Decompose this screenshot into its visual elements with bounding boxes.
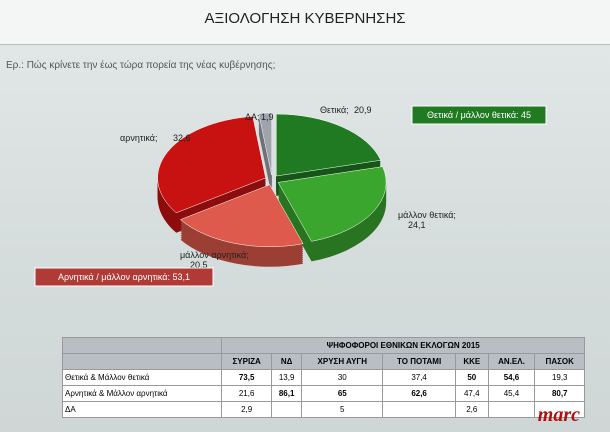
annotation-box xyxy=(411,105,547,125)
cell: 86,1 xyxy=(270,385,303,402)
title-bar: ΑΞΙΟΛΟΓΗΣΗ ΚΥΒΕΡΝΗΣΗΣ xyxy=(0,0,610,45)
cell: 65 xyxy=(301,385,384,402)
cell: Αρνητικά & Μάλλον αρνητικά xyxy=(61,385,223,402)
cell: 73,5 xyxy=(221,369,272,386)
title: ΑΞΙΟΛΟΓΗΣΗ ΚΥΒΕΡΝΗΣΗΣ xyxy=(204,10,406,27)
slice-label: αρνητικά; xyxy=(120,133,157,143)
slice-value: 1,9 xyxy=(261,112,274,122)
cell: 19,3 xyxy=(534,369,585,386)
cell xyxy=(270,401,303,418)
slice-label: Θετικά; xyxy=(320,105,349,115)
cell: ΤΟ ΠΟΤΑΜΙ xyxy=(382,353,457,370)
logo: marc xyxy=(537,404,580,426)
slice-label: ΔΑ; xyxy=(245,112,260,122)
cell xyxy=(61,353,223,370)
cell: 37,4 xyxy=(382,369,457,386)
cell xyxy=(61,337,223,354)
row: ΨΗΦΟΦΟΡΟΙ ΕΘΝΙΚΩΝ ΕΚΛΟΓΩΝ 2015 xyxy=(61,337,585,354)
cell: ΔΑ xyxy=(61,401,223,418)
cell xyxy=(382,401,457,418)
annotation-box xyxy=(34,267,214,287)
cell: 5 xyxy=(301,401,384,418)
cell xyxy=(534,401,585,418)
cell: ΧΡΥΣΗ ΑΥΓΗ xyxy=(301,353,384,370)
cell: 2,9 xyxy=(221,401,272,418)
cell: 54,6 xyxy=(487,369,536,386)
cell: 30 xyxy=(301,369,384,386)
row: ΔΑ 2,9 5 2,6 xyxy=(61,401,585,418)
slice-value: 20,5 xyxy=(190,260,208,270)
annotation: Αρνητικά / μάλλον αρνητικά: 53,1 xyxy=(58,272,190,282)
cell: ΨΗΦΟΦΟΡΟΙ ΕΘΝΙΚΩΝ ΕΚΛΟΓΩΝ 2015 xyxy=(221,337,585,354)
slice xyxy=(157,116,266,214)
cell: 13,9 xyxy=(270,369,303,386)
cell: ΝΔ xyxy=(270,353,303,370)
cell: 50 xyxy=(455,369,489,386)
slice-value: 24,1 xyxy=(408,220,426,230)
cell: 21,6 xyxy=(221,385,272,402)
row: ΣΥΡΙΖΑ ΝΔ ΧΡΥΣΗ ΑΥΓΗ ΤΟ ΠΟΤΑΜΙ ΚΚΕ ΑΝ.ΕΛ. ΠΑΣΟ… xyxy=(61,353,585,370)
table: ΨΗΦΟΦΟΡΟΙ ΕΘΝΙΚΩΝ ΕΚΛΟΓΩΝ 2015 ΣΥΡΙΖΑ ΝΔ ΧΡ… xyxy=(61,337,585,418)
slice xyxy=(179,184,304,247)
cell: 45,4 xyxy=(487,385,536,402)
row: Θετικά & Μάλλον θετικά 73,5 13,9 30 37,4 50 54… xyxy=(61,369,585,386)
question: Ερ.: Πώς κρίνετε την έως τώρα πορεία της… xyxy=(6,60,276,71)
cell xyxy=(487,401,536,418)
slice xyxy=(276,113,382,177)
slice xyxy=(277,166,387,242)
slice-label: μάλλον θετικά; xyxy=(398,210,456,220)
row: Αρνητικά & Μάλλον αρνητικά 21,6 86,1 65 62,6… xyxy=(61,385,585,402)
slice-value: 20,9 xyxy=(354,105,372,115)
slice-value: 32,6 xyxy=(173,133,191,143)
cell: 80,7 xyxy=(534,385,585,402)
cell: Θετικά & Μάλλον θετικά xyxy=(61,369,223,386)
cell: ΣΥΡΙΖΑ xyxy=(221,353,272,370)
cell: ΑΝ.ΕΛ. xyxy=(487,353,536,370)
annotation: Θετικά / μάλλον θετικά: 45 xyxy=(427,110,531,120)
slice xyxy=(258,112,272,176)
cell: 2,6 xyxy=(455,401,489,418)
cell: 62,6 xyxy=(382,385,457,402)
cell: ΚΚΕ xyxy=(455,353,489,370)
cell: 47,4 xyxy=(455,385,489,402)
cell: ΠΑΣΟΚ xyxy=(534,353,585,370)
slice-label: μάλλον αρνητικά; xyxy=(180,250,249,260)
